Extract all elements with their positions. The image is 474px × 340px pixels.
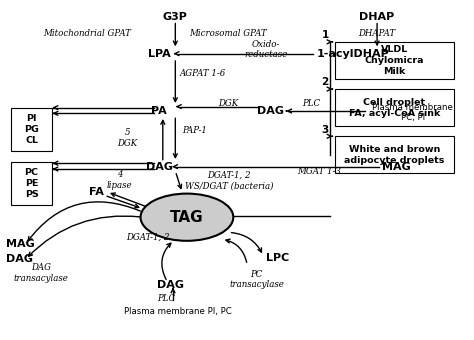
Text: Microsomal GPAT: Microsomal GPAT	[189, 29, 267, 38]
Text: MGAT 1-3: MGAT 1-3	[297, 167, 341, 175]
Text: VLDL
Chylomicra
Milk: VLDL Chylomicra Milk	[365, 45, 424, 76]
FancyBboxPatch shape	[335, 89, 454, 126]
FancyBboxPatch shape	[335, 42, 454, 79]
Text: DAG: DAG	[146, 162, 173, 172]
Text: DHAP: DHAP	[359, 12, 395, 21]
FancyBboxPatch shape	[11, 108, 53, 151]
Text: Mitochondrial GPAT: Mitochondrial GPAT	[43, 29, 131, 38]
Text: DGAT-1, 2: DGAT-1, 2	[126, 232, 169, 241]
Text: 1: 1	[321, 30, 329, 40]
Text: DGK: DGK	[219, 99, 239, 108]
Text: 2: 2	[321, 78, 329, 87]
Text: 4
lipase: 4 lipase	[107, 170, 132, 190]
Text: PI
PG
CL: PI PG CL	[24, 114, 39, 145]
Text: Plasma membrane PI, PC: Plasma membrane PI, PC	[124, 307, 231, 316]
Text: MAG: MAG	[6, 239, 35, 249]
FancyBboxPatch shape	[11, 162, 53, 205]
Text: Plasma membrane
PC, PI: Plasma membrane PC, PI	[373, 103, 453, 122]
Text: G3P: G3P	[163, 12, 188, 21]
Text: PC
transacylase: PC transacylase	[229, 270, 284, 289]
Text: FA: FA	[89, 187, 104, 197]
Text: White and brown
adipocyte droplets: White and brown adipocyte droplets	[344, 145, 445, 165]
Text: 5
DGK: 5 DGK	[118, 128, 137, 148]
Text: DAG: DAG	[257, 106, 284, 116]
Text: PA: PA	[151, 106, 167, 116]
Text: Oxido-
reductase: Oxido- reductase	[244, 39, 287, 59]
Text: DAG: DAG	[157, 280, 184, 290]
Text: PLC: PLC	[302, 99, 320, 108]
Text: PC
PE
PS: PC PE PS	[25, 168, 38, 199]
Text: AGPAT 1-6: AGPAT 1-6	[180, 69, 226, 79]
Text: PLC: PLC	[157, 294, 175, 303]
Text: LPA: LPA	[148, 49, 171, 59]
Text: 3: 3	[321, 124, 329, 135]
Text: PAP-1: PAP-1	[182, 126, 207, 135]
Text: DAG
transacylase: DAG transacylase	[13, 263, 68, 283]
Text: MAG: MAG	[382, 162, 410, 172]
Text: Cell droplet
FA, acyl-CoA sink: Cell droplet FA, acyl-CoA sink	[349, 98, 440, 118]
FancyBboxPatch shape	[335, 136, 454, 173]
Text: DHAPAT: DHAPAT	[358, 29, 396, 38]
Ellipse shape	[140, 193, 233, 241]
Text: TAG: TAG	[170, 210, 204, 225]
Text: 1-acylDHAP: 1-acylDHAP	[317, 49, 390, 59]
Text: DGAT-1, 2
WS/DGAT (bacteria): DGAT-1, 2 WS/DGAT (bacteria)	[184, 171, 273, 190]
Text: LPC: LPC	[266, 253, 289, 263]
Text: DAG: DAG	[6, 254, 33, 265]
